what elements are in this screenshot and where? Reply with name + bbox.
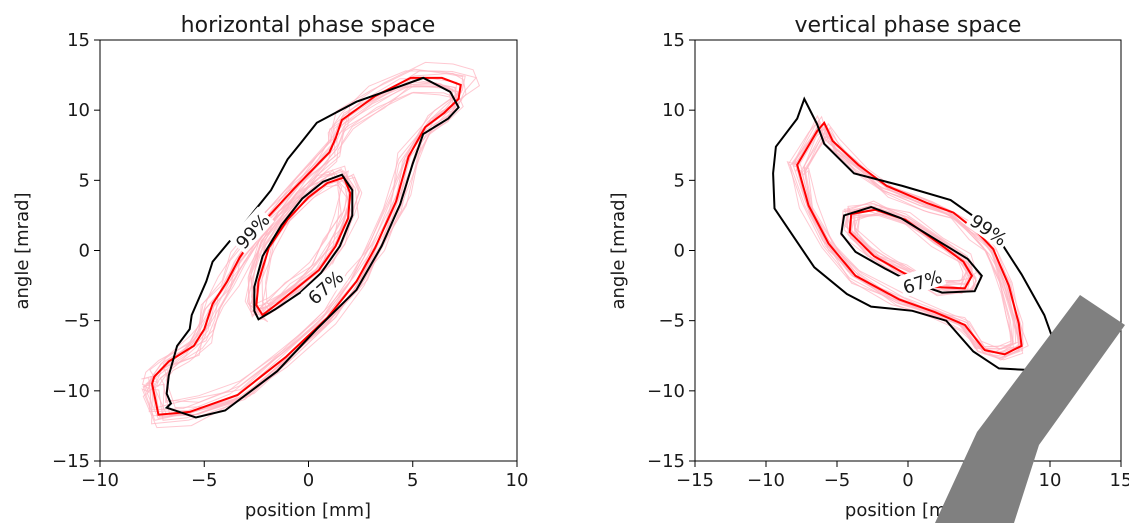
y-tick-label: 0 [674, 241, 685, 262]
contour-label-bg [300, 263, 349, 310]
x-tick-label: 0 [303, 470, 314, 491]
y-tick-label: −5 [658, 311, 685, 332]
plot-layer: 67%99% [141, 61, 481, 429]
x-tick-label: 0 [902, 470, 913, 491]
ensemble-contour-99% [165, 91, 463, 409]
red-contour-99% [796, 120, 1023, 356]
y-tick-label: 15 [662, 30, 685, 51]
y-tick-label: 10 [67, 100, 90, 121]
ensemble-contour-99% [160, 78, 459, 403]
y-axis-label: angle [mrad] [608, 192, 629, 309]
chart-vertical: vertical phase space 67%99% −15 −10 −5 0 5 10… [608, 13, 1129, 521]
ensemble-contour-67% [845, 203, 964, 282]
y-tick-label: −10 [647, 381, 685, 402]
y-tick-label: −10 [52, 381, 90, 402]
ensemble-contour-99% [145, 61, 481, 418]
ensemble-contour-99% [147, 84, 457, 425]
x-tick-label: 15 [1110, 470, 1129, 491]
y-tick-label: 10 [662, 100, 685, 121]
contour-label-bg [228, 206, 275, 254]
ensemble-contour-99% [162, 81, 454, 403]
contour-label-bg [965, 207, 1014, 251]
y-tick-label: −15 [647, 451, 685, 472]
x-tick-label: 10 [506, 470, 529, 491]
black-contour-67% [253, 173, 354, 321]
y-tick-label: 5 [79, 170, 90, 191]
chart-title: horizontal phase space [181, 13, 436, 38]
y-tick-label: 0 [79, 241, 90, 262]
ensemble-contour-99% [142, 82, 452, 417]
ensemble-contour-99% [155, 92, 457, 416]
x-tick-label: −10 [747, 470, 785, 491]
black-contour-99% [164, 76, 460, 419]
x-tick-label: 10 [1039, 470, 1062, 491]
chart-horizontal: horizontal phase space 67%99% −10 −5 0 5 10 −… [12, 13, 528, 521]
y-axis-label: angle [mrad] [12, 192, 33, 309]
contour-label-bg [897, 263, 947, 298]
red-contour-99% [151, 76, 462, 416]
ensemble-contour-99% [804, 126, 1020, 350]
x-tick-label: −15 [676, 470, 714, 491]
y-tick-label: −15 [52, 451, 90, 472]
y-tick-label: 5 [674, 170, 685, 191]
x-tick-label: −10 [81, 470, 119, 491]
ensemble-contour-99% [150, 72, 467, 416]
ensemble-contour-99% [150, 85, 459, 421]
x-tick-label: −5 [824, 470, 851, 491]
y-tick-label: 15 [67, 30, 90, 51]
plot-layer: 67%99% [772, 96, 1056, 371]
diagonal-stroke-mark [935, 295, 1125, 523]
ensemble-contour-99% [149, 78, 458, 409]
y-tick-label: −5 [63, 311, 90, 332]
x-axis-label: position [mm] [245, 500, 371, 521]
chart-title: vertical phase space [795, 13, 1022, 38]
ensemble-contour-67% [843, 202, 972, 290]
ensemble-contour-99% [142, 85, 459, 419]
ensemble-contour-67% [843, 200, 972, 282]
ensemble-contour-99% [141, 85, 454, 421]
x-tick-label: −5 [191, 470, 218, 491]
black-contour-67% [840, 205, 983, 294]
x-tick-label: 5 [407, 470, 418, 491]
